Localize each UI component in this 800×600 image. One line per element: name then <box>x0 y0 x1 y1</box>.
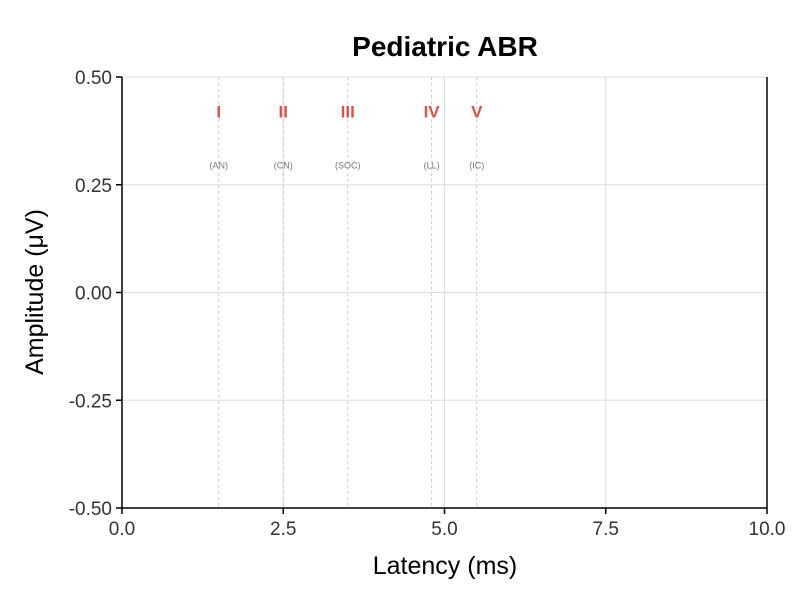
x-tick-label: 0.0 <box>109 519 135 540</box>
x-tick-label: 5.0 <box>431 519 457 540</box>
y-tick-label: 0.25 <box>75 176 112 197</box>
wave-annotations: I (AN) II (CN) III (SOC) IV (LL) V (IC) <box>210 102 485 170</box>
wave-label: IV <box>424 102 441 121</box>
y-axis-label: Amplitude (μV) <box>21 209 49 375</box>
wave-sublabel: (LL) <box>424 160 440 170</box>
y-tick-label: -0.25 <box>69 391 112 412</box>
wave-label: I <box>216 102 221 121</box>
axes <box>116 76 768 514</box>
wave-label: V <box>471 102 483 121</box>
wave-label: II <box>279 102 288 121</box>
y-tick-label: 0.50 <box>75 68 112 89</box>
x-tick-label: 2.5 <box>270 519 296 540</box>
wave-sublabel: (AN) <box>210 160 229 170</box>
wave-label: III <box>341 102 355 121</box>
wave-sublabel: (SOC) <box>335 160 361 170</box>
wave-sublabel: (CN) <box>274 160 293 170</box>
x-tick-label: 7.5 <box>593 519 619 540</box>
chart-title: Pediatric ABR <box>352 31 538 62</box>
y-tick-label: 0.00 <box>75 284 112 305</box>
x-axis-label: Latency (ms) <box>373 552 517 580</box>
y-tick-label: -0.50 <box>69 499 112 520</box>
x-tick-label: 10.0 <box>749 519 786 540</box>
wave-sublabel: (IC) <box>469 160 484 170</box>
tick-labels: 0.0 2.5 5.0 7.5 10.0 0.50 0.25 0.00 -0.25 -0.50 <box>69 68 786 540</box>
